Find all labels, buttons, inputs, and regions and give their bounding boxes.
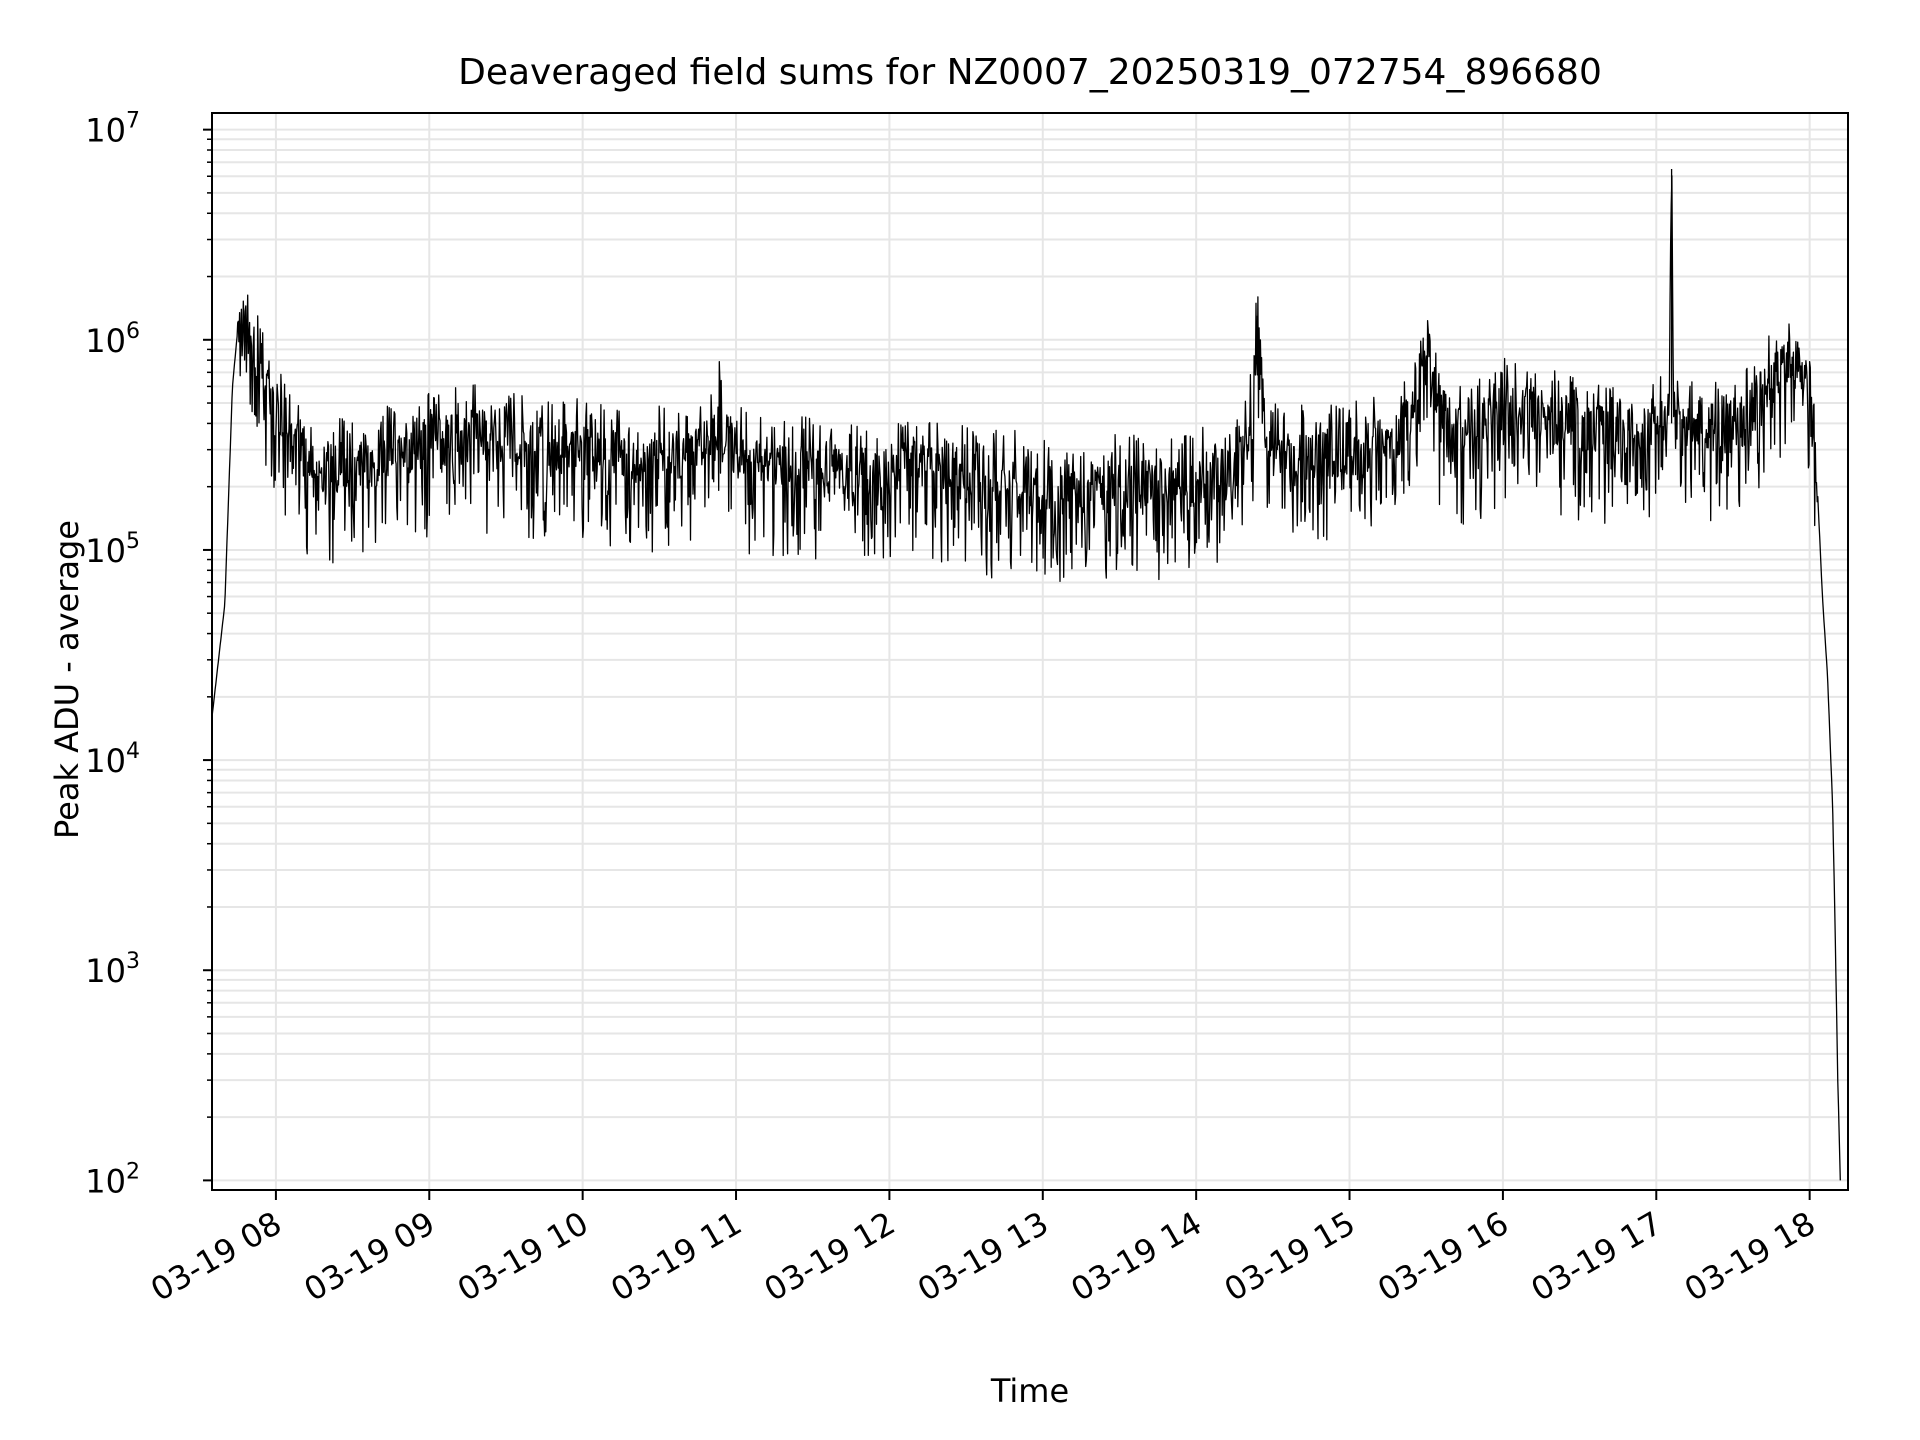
y-tick-label: 107 (85, 109, 140, 150)
y-tick-exponent: 4 (126, 739, 140, 764)
y-tick-label: 106 (85, 319, 140, 360)
y-tick-base: 10 (85, 952, 126, 990)
x-tick-label: 03-19 18 (1678, 1204, 1822, 1309)
x-tick-label: 03-19 13 (911, 1204, 1055, 1309)
x-axis-label: Time (990, 1372, 1069, 1410)
chart-title: Deaveraged field sums for NZ0007_2025031… (458, 52, 1602, 93)
y-tick-exponent: 3 (126, 949, 140, 974)
x-tick-label: 03-19 10 (451, 1204, 595, 1309)
y-tick-base: 10 (85, 742, 126, 780)
y-tick-label: 103 (85, 949, 140, 990)
y-axis-label: Peak ADU - average (48, 520, 86, 839)
y-tick-base: 10 (85, 1162, 126, 1200)
y-tick-exponent: 7 (126, 109, 140, 134)
y-tick-exponent: 5 (126, 529, 140, 554)
axis-ticks: 03-19 08 03-19 09 03-19 10 03-19 11 03-19 12… (85, 109, 1821, 1309)
y-tick-label: 102 (85, 1159, 140, 1200)
y-tick-base: 10 (85, 112, 126, 150)
y-tick-label: 105 (85, 529, 140, 570)
y-tick-exponent: 2 (126, 1159, 140, 1184)
y-tick-base: 10 (85, 532, 126, 570)
y-tick-base: 10 (85, 322, 126, 360)
x-tick-label: 03-19 17 (1525, 1204, 1669, 1309)
x-tick-label: 03-19 09 (298, 1204, 442, 1309)
x-tick-label: 03-19 12 (758, 1204, 902, 1309)
x-tick-label: 03-19 15 (1218, 1204, 1362, 1309)
series-line (211, 169, 1841, 1181)
y-tick-exponent: 6 (126, 319, 140, 344)
x-tick-label: 03-19 16 (1371, 1204, 1515, 1309)
series-layer (211, 169, 1841, 1181)
y-tick-label: 104 (85, 739, 140, 780)
x-tick-label: 03-19 14 (1065, 1204, 1209, 1309)
x-tick-label: 03-19 08 (144, 1204, 288, 1309)
x-tick-label: 03-19 11 (604, 1204, 748, 1309)
plot-frame (211, 112, 1849, 1191)
grid (212, 113, 1848, 1190)
